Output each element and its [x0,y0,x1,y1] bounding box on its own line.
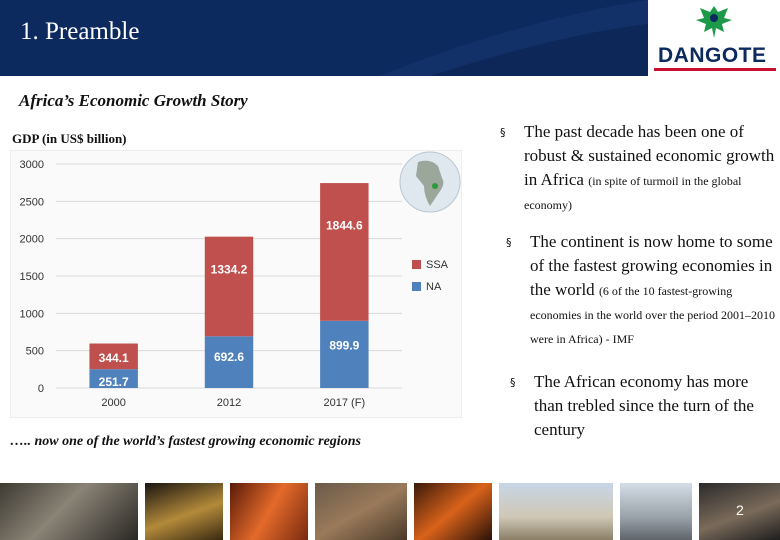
x-tick-label: 2000 [101,397,125,409]
company-logo: DANGOTE [648,0,780,76]
chart-heading: GDP (in US$ billion) [12,131,127,146]
bullet-main: The past decade has been one of robust &… [524,122,775,189]
legend-label: NA [426,281,442,293]
page-number: 2 [736,502,744,518]
y-tick-label: 1500 [20,271,44,283]
page-title: 1. Preamble [20,18,140,45]
eagle-emblem-icon [696,6,732,38]
x-tick-label: 2012 [217,397,241,409]
bar-ssa [320,183,369,321]
header-bar: 1. Preamble [0,0,648,76]
chart-caption: ….. now one of the world’s fastest growi… [10,434,361,449]
bullet-main: The continent is now home to some of the… [530,232,773,299]
africa-globe-icon [399,151,461,213]
bullet-note: (in spite of turmoil in the global econo… [524,174,742,212]
data-label: 692.6 [214,350,244,364]
bar-na [204,336,254,388]
bullet-item: § The African economy has more than treb… [510,370,770,442]
warehouse-photo [0,483,138,540]
bullet-main: The African economy has more than treble… [534,372,754,439]
bullet-item: § The past decade has been one of robust… [500,120,775,216]
molten-metal-photo [230,483,308,540]
rail-cargo-photo [315,483,407,540]
silo-complex-photo [499,483,613,540]
bullet-marker: § [500,126,506,139]
data-label: 251.7 [99,375,129,389]
x-tick-label: 2017 (F) [324,397,366,409]
y-tick-label: 2500 [20,196,44,208]
header-decoration [380,0,648,76]
legend-swatch [412,260,421,269]
y-tick-label: 500 [26,346,44,358]
building-site-photo [620,483,692,540]
bar-ssa [89,343,138,370]
data-label: 1844.6 [326,219,363,233]
legend-label: SSA [426,259,449,271]
data-label: 899.9 [329,339,359,353]
bar-na [89,369,138,388]
y-tick-label: 1000 [20,308,44,320]
photo-strip [0,483,780,540]
data-label: 1334.2 [211,263,248,277]
bullet-item: § The continent is now home to some of t… [506,230,776,350]
factory-night-photo [145,483,223,540]
bullet-note: (6 of the 10 fastest-growing economies i… [530,284,775,346]
slide-subtitle: Africa’s Economic Growth Story [19,91,248,110]
bar-na [320,320,369,388]
logo-text: DANGOTE [658,44,767,67]
legend-swatch [412,282,421,291]
worker-photo [699,483,780,540]
steel-plant-photo [414,483,492,540]
bullet-marker: § [510,376,516,389]
logo-underline [654,68,776,71]
bullet-marker: § [506,236,512,249]
y-tick-label: 3000 [20,159,44,171]
gdp-bar-chart: 0 500 1000 1500 2000 2500 3000 251.7 344.1 2000 6… [10,150,462,418]
y-tick-label: 0 [38,383,44,395]
bar-ssa [204,236,254,337]
y-tick-label: 2000 [20,234,44,246]
data-label: 344.1 [99,351,129,365]
